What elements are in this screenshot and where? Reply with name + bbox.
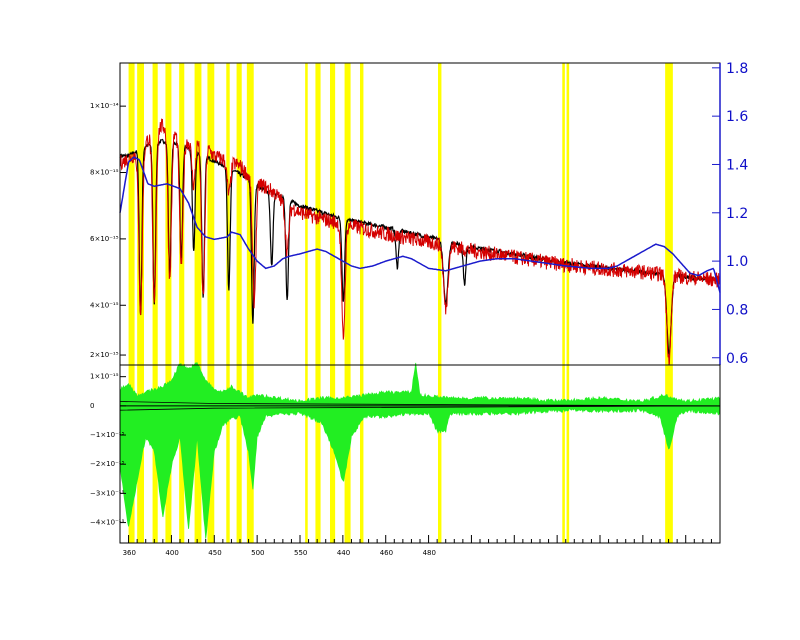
right-y-tick-label-1: 0.8 <box>726 302 748 318</box>
reference-line-lower <box>119 405 721 411</box>
top-band-12 <box>330 63 336 365</box>
top-series-layer <box>119 118 721 367</box>
top-y-tick-label-0: 1×10⁻¹⁴ <box>90 102 119 110</box>
top-band-7 <box>226 63 230 365</box>
x-tick-label-3: 500 <box>251 549 264 557</box>
right-y-tick-label-6: 1.8 <box>726 61 748 77</box>
top-band-8 <box>236 63 242 365</box>
bottom-x-axis: 360 400 450 500 550 440 460 480 <box>123 535 721 557</box>
top-band-1 <box>137 63 144 365</box>
x-tick-label-6: 460 <box>380 549 393 557</box>
bottom-band-11 <box>315 365 321 543</box>
bottom-y-tick-label-1: 0 <box>90 402 94 410</box>
right-y-tick-label-5: 1.6 <box>726 109 748 125</box>
reference-line-upper <box>119 401 721 407</box>
top-band-18 <box>665 63 673 365</box>
top-band-13 <box>344 63 351 365</box>
top-left-axis: 1×10⁻¹⁴ 8×10⁻¹⁵ 6×10⁻¹⁵ 4×10⁻¹⁵ 2×10⁻¹⁵ <box>90 102 126 359</box>
x-tick-label-4: 550 <box>294 549 307 557</box>
top-band-16 <box>562 63 565 365</box>
bottom-y-tick-label-3: −2×10⁻¹⁵ <box>90 460 125 468</box>
right-y-tick-label-3: 1.2 <box>726 206 748 222</box>
bottom-band-8 <box>236 365 242 543</box>
top-band-6 <box>207 63 215 365</box>
bottom-band-5 <box>194 365 202 543</box>
bottom-y-tick-label-5: −4×10⁻¹⁵ <box>90 519 125 527</box>
right-y-tick-label-0: 0.6 <box>726 351 748 367</box>
bottom-band-16 <box>562 365 565 543</box>
top-band-14 <box>360 63 364 365</box>
bottom-y-tick-label-0: 1×10⁻¹⁵ <box>90 373 119 381</box>
bottom-band-18 <box>665 365 673 543</box>
top-band-5 <box>194 63 202 365</box>
top-right-axis: 0.6 0.8 1.0 1.2 1.4 1.6 1.8 <box>712 61 748 367</box>
top-y-tick-label-1: 8×10⁻¹⁵ <box>90 169 119 177</box>
right-y-tick-label-2: 1.0 <box>726 254 748 270</box>
top-band-17 <box>566 63 570 365</box>
top-band-0 <box>128 63 135 365</box>
top-band-15 <box>438 63 442 365</box>
top-y-tick-label-4: 2×10⁻¹⁵ <box>90 351 119 359</box>
x-tick-label-7: 480 <box>423 549 436 557</box>
bottom-y-tick-label-4: −3×10⁻¹⁵ <box>90 489 125 497</box>
bottom-band-12 <box>330 365 336 543</box>
x-tick-label-1: 400 <box>165 549 178 557</box>
bottom-band-7 <box>226 365 230 543</box>
observed-spectrum-line <box>119 118 721 367</box>
x-tick-label-2: 450 <box>208 549 221 557</box>
bottom-y-tick-label-2: −1×10⁻¹⁵ <box>90 431 125 439</box>
right-y-tick-label-4: 1.4 <box>726 157 748 173</box>
ratio-line <box>119 156 721 293</box>
bottom-band-15 <box>438 365 442 543</box>
bottom-left-axis: 1×10⁻¹⁵ 0 −1×10⁻¹⁵ −2×10⁻¹⁵ −3×10⁻¹⁵ −4×10⁻¹⁵ <box>90 373 126 527</box>
top-y-tick-label-2: 6×10⁻¹⁵ <box>90 235 119 243</box>
bottom-panel: 1×10⁻¹⁵ 0 −1×10⁻¹⁵ −2×10⁻¹⁵ −3×10⁻¹⁵ −4×10⁻¹⁵… <box>90 362 721 557</box>
bottom-band-10 <box>305 365 308 543</box>
top-band-4 <box>179 63 185 365</box>
top-y-tick-label-3: 4×10⁻¹⁵ <box>90 301 119 309</box>
bottom-band-17 <box>566 365 570 543</box>
bottom-band-14 <box>360 365 364 543</box>
x-tick-label-5: 440 <box>337 549 350 557</box>
x-tick-label-0: 360 <box>123 549 136 557</box>
top-band-2 <box>152 63 158 365</box>
